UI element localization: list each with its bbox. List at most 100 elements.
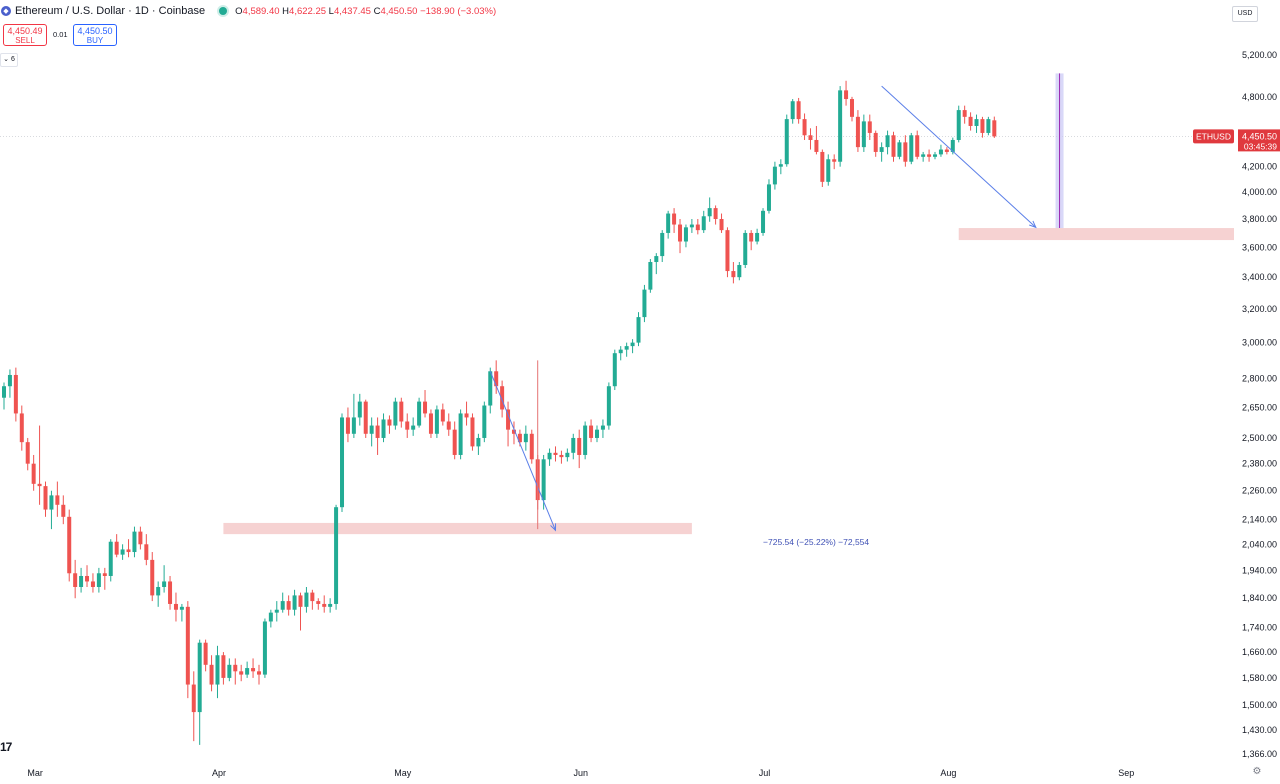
candle-body xyxy=(672,213,677,225)
candle-body xyxy=(268,612,273,622)
buy-label: BUY xyxy=(86,36,104,45)
time-axis: MarAprMayJunJulAugSepOctNov xyxy=(27,768,1134,778)
buy-price: 4,450.50 xyxy=(77,26,113,36)
candle-body xyxy=(209,664,214,685)
candle-body xyxy=(446,421,451,430)
candle-body xyxy=(37,483,42,487)
price-tick-label: 1,430.00 xyxy=(1242,725,1277,735)
candle-body xyxy=(713,208,718,220)
candle-body xyxy=(191,684,196,713)
buy-button[interactable]: 4,450.50 BUY xyxy=(73,24,117,46)
candle-body xyxy=(636,317,641,343)
sell-button[interactable]: 4,450.49 SELL xyxy=(3,24,47,46)
candle-body xyxy=(316,601,321,604)
candle-body xyxy=(280,601,285,610)
ethereum-icon[interactable]: ◆ xyxy=(1,6,11,16)
candle-body xyxy=(719,219,724,231)
support-zone-2[interactable] xyxy=(958,228,1234,241)
candle-body xyxy=(583,425,588,455)
candle-body xyxy=(897,142,902,157)
price-tag-value: 4,450.50 xyxy=(1242,131,1277,141)
candle-body xyxy=(630,342,635,347)
candle-body xyxy=(873,132,878,152)
candle-body xyxy=(292,595,297,610)
candle-body xyxy=(820,151,825,182)
candle-body xyxy=(215,655,220,685)
candle-body xyxy=(707,208,712,217)
price-tick-label: 1,660.00 xyxy=(1242,647,1277,657)
candle-body xyxy=(885,135,890,148)
candle-body xyxy=(351,417,356,434)
currency-button[interactable]: USD xyxy=(1232,6,1258,22)
candle-body xyxy=(648,262,653,290)
trend-arrow-1-head xyxy=(550,523,557,532)
time-tick-label: Mar xyxy=(27,768,43,778)
candle-body xyxy=(328,603,333,607)
market-open-dot xyxy=(219,7,228,15)
candle-body xyxy=(334,507,339,604)
price-tick-label: 3,800.00 xyxy=(1242,214,1277,224)
price-tick-label: 2,800.00 xyxy=(1242,374,1277,384)
candle-body xyxy=(660,232,665,257)
candle-body xyxy=(470,417,475,447)
ohlc-change: −138.90 (−3.03%) xyxy=(420,5,497,17)
symbol-tag-label: ETHUSD xyxy=(1196,131,1231,141)
candle-body xyxy=(322,603,327,607)
candle-body xyxy=(375,425,380,438)
price-tick-label: 1,940.00 xyxy=(1242,566,1277,576)
settings-icon[interactable]: ⚙ xyxy=(1252,766,1262,777)
price-tick-label: 4,200.00 xyxy=(1242,162,1277,172)
candle-body xyxy=(891,135,896,157)
trend-arrow-2-head xyxy=(1029,220,1037,229)
candle-body xyxy=(310,592,315,602)
price-tick-label: 5,200.00 xyxy=(1242,50,1277,60)
candle-body xyxy=(227,664,232,678)
candle-body xyxy=(90,581,95,587)
candle-body xyxy=(73,573,78,587)
candle-body xyxy=(980,119,985,133)
candle-body xyxy=(755,232,760,242)
candle-body xyxy=(126,549,131,553)
candle-body xyxy=(233,664,238,672)
time-tick-label: Apr xyxy=(212,768,226,778)
candle-body xyxy=(79,575,84,587)
candle-body xyxy=(387,419,392,426)
candle-body xyxy=(494,371,499,387)
candle-body xyxy=(838,90,843,162)
candles-layer xyxy=(2,80,997,745)
ohlc-high-label: H xyxy=(282,5,290,17)
candle-body xyxy=(565,452,570,458)
price-tick-label: 2,040.00 xyxy=(1242,539,1277,549)
symbol-title[interactable]: Ethereum / U.S. Dollar · 1D · Coinbase xyxy=(15,5,206,17)
candle-body xyxy=(784,119,789,165)
candle-body xyxy=(96,573,101,587)
candle-body xyxy=(678,224,683,242)
candle-body xyxy=(879,147,884,152)
candle-body xyxy=(571,437,576,453)
candle-body xyxy=(553,452,558,455)
candle-body xyxy=(476,437,481,447)
candle-body xyxy=(179,606,184,610)
price-tick-label: 1,500.00 xyxy=(1242,700,1277,710)
tradingview-logo[interactable]: 17 xyxy=(0,740,12,754)
candle-body xyxy=(13,374,18,414)
candle-body xyxy=(399,401,404,422)
price-tick-label: 1,366.00 xyxy=(1242,749,1277,759)
candle-body xyxy=(689,224,694,228)
candle-body xyxy=(286,601,291,610)
candle-body xyxy=(464,413,469,418)
candle-body xyxy=(369,425,374,434)
price-tick-label: 3,200.00 xyxy=(1242,304,1277,314)
candle-body xyxy=(7,374,12,387)
candle-body xyxy=(506,409,511,430)
candle-body xyxy=(500,386,505,410)
indicators-toggle[interactable]: ⌄ 6 xyxy=(0,53,18,67)
candle-body xyxy=(245,668,250,675)
support-zone-1[interactable] xyxy=(223,522,692,535)
candle-body xyxy=(381,419,386,438)
candle-body xyxy=(19,413,24,443)
candle-body xyxy=(298,595,303,607)
